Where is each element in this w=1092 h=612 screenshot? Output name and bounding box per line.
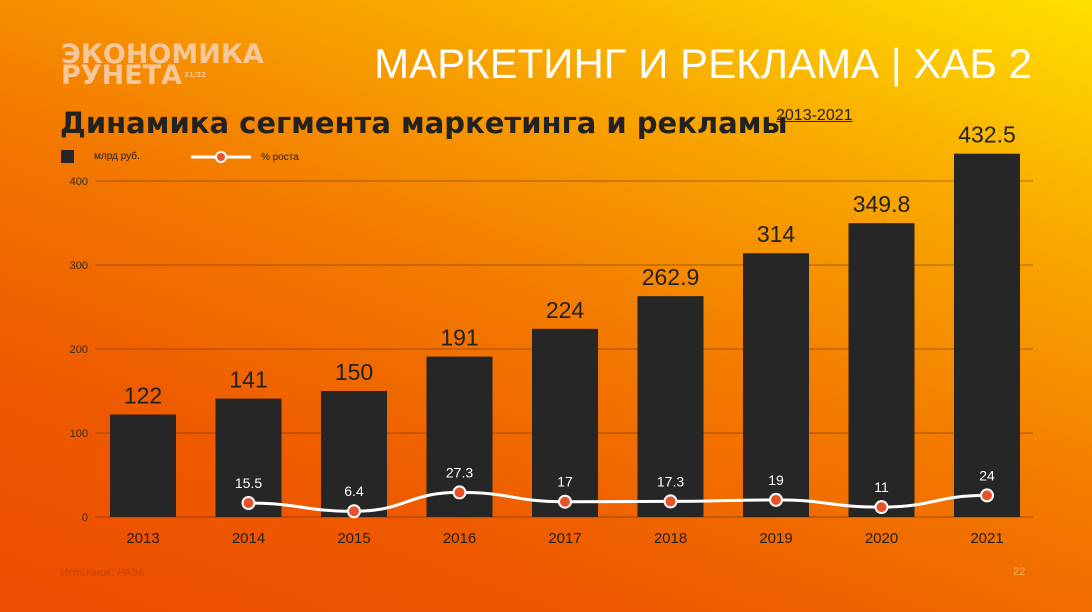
bar-2021 (954, 153, 1020, 517)
growth-point (769, 492, 783, 507)
bar-value-label: 224 (546, 297, 585, 323)
y-tick-label: 300 (70, 260, 88, 272)
chart-title: Динамика сегмента маркетинга и рекламы (60, 106, 788, 140)
hub-title: МАРКЕТИНГ И РЕКЛАМА | ХАБ 2 (374, 40, 1032, 87)
bar-2017 (532, 328, 598, 517)
legend-bars: млрд руб. (61, 150, 140, 163)
growth-point (558, 494, 572, 509)
growth-label: 11 (874, 479, 889, 495)
x-tick-label: 2016 (443, 530, 476, 547)
growth-label: 27.3 (446, 464, 473, 480)
legend-line: % роста (191, 150, 299, 164)
bar-value-label: 141 (229, 367, 267, 393)
bar-value-label: 150 (335, 359, 373, 385)
growth-point (663, 494, 678, 509)
bar-value-label: 122 (124, 383, 162, 409)
bar-2020 (848, 223, 915, 517)
x-tick-label: 2020 (865, 530, 898, 547)
bar-value-label: 349.8 (853, 191, 911, 217)
x-tick-label: 2017 (548, 530, 581, 547)
legend-bar-label: млрд руб. (94, 151, 140, 162)
y-tick-label: 200 (70, 344, 88, 356)
bar-value-label: 191 (440, 325, 478, 351)
x-tick-label: 2015 (337, 530, 370, 547)
source-note: Источник: РАЭК (60, 567, 145, 579)
y-tick-label: 0 (82, 512, 88, 524)
x-tick-label: 2018 (654, 530, 687, 547)
y-tick-label: 400 (70, 176, 88, 188)
growth-label: 15.5 (235, 475, 262, 491)
bar-value-label: 314 (757, 221, 796, 247)
bar-2015 (321, 391, 387, 517)
logo-sup: 21/22 (183, 71, 207, 79)
page-number: 22 (1013, 566, 1026, 578)
chart-period: 2013-2021 (776, 107, 853, 124)
bar-value-label: 262.9 (642, 264, 700, 290)
x-tick-label: 2013 (126, 530, 159, 547)
growth-point (874, 500, 889, 515)
growth-label: 24 (979, 467, 995, 483)
logo-line2: РУНЕТА (61, 60, 182, 91)
bar-2013 (110, 414, 176, 517)
growth-point (980, 488, 994, 503)
bar-2018 (637, 296, 704, 517)
legend-line-swatch (191, 151, 251, 163)
logo-line1: ЭКОНОМИКА (61, 39, 264, 70)
x-tick-label: 2014 (232, 530, 265, 547)
growth-point (241, 496, 256, 511)
x-tick-label: 2021 (970, 530, 1003, 547)
bar-value-label: 432.5 (958, 122, 1016, 148)
x-tick-label: 2019 (759, 530, 792, 547)
y-tick-label: 100 (70, 428, 88, 440)
growth-label: 19 (768, 472, 784, 488)
growth-label: 6.4 (344, 483, 364, 499)
legend-line-label: % роста (261, 151, 299, 163)
growth-point (452, 485, 467, 500)
logo: ЭКОНОМИКА РУНЕТА 21/22 (61, 39, 264, 89)
growth-line (248, 490, 988, 513)
growth-label: 17.3 (657, 473, 684, 489)
legend-bar-swatch (61, 150, 74, 163)
bar-2019 (743, 253, 809, 518)
growth-point (347, 504, 361, 519)
growth-label: 17 (557, 474, 573, 490)
